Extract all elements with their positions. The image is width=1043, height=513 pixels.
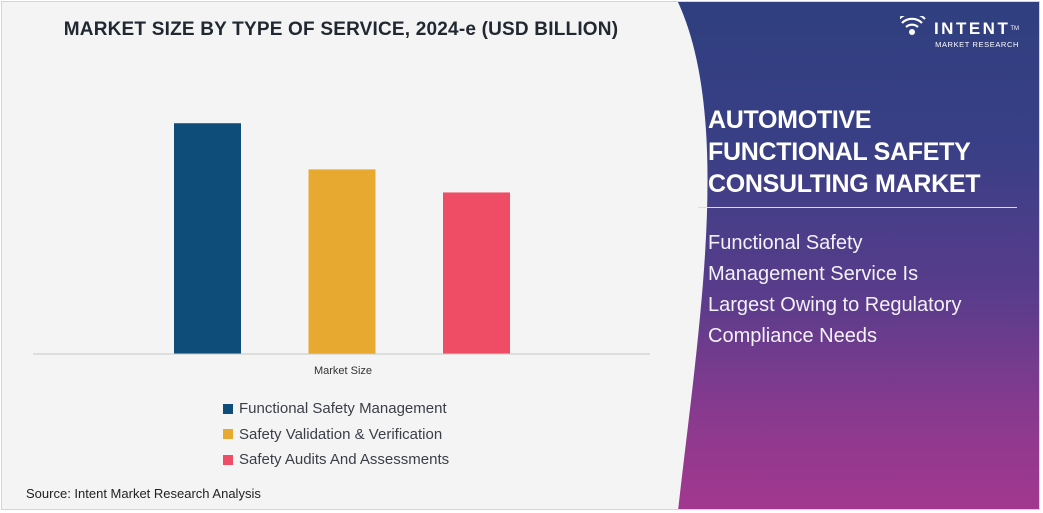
legend-swatch xyxy=(223,403,233,414)
bar-chart: Market Size xyxy=(33,123,650,377)
chart-title: MARKET SIZE BY TYPE OF SERVICE, 2024-e (… xyxy=(63,19,619,40)
source-note: Source: Intent Market Research Analysis xyxy=(26,486,261,501)
insight-line: Functional Safety xyxy=(708,232,863,254)
bar-safety-audits-and-assessments xyxy=(443,192,510,354)
legend-label: Functional Safety Management xyxy=(239,400,447,418)
bar-functional-safety-management xyxy=(174,123,241,354)
wifi-signal-icon xyxy=(899,16,926,35)
bar-safety-validation-verification xyxy=(308,169,376,354)
logo-subtitle: MARKET RESEARCH xyxy=(935,40,1019,49)
legend-swatch xyxy=(223,454,233,465)
key-insight: Functional Safety Management Service Is … xyxy=(708,228,1018,352)
report-title-line: FUNCTIONAL SAFETY xyxy=(708,138,971,166)
chart-legend: Functional Safety Management Safety Vali… xyxy=(223,396,449,473)
bars-layer xyxy=(174,123,510,354)
legend-swatch xyxy=(223,429,233,440)
logo-trademark: TM xyxy=(1010,26,1019,32)
legend-item-functional-safety-management: Functional Safety Management xyxy=(223,396,449,422)
insight-line: Compliance Needs xyxy=(708,325,877,347)
report-title-line: CONSULTING MARKET xyxy=(708,170,981,198)
report-title-line: AUTOMOTIVE xyxy=(708,106,872,134)
legend-item-safety-audits-assessments: Safety Audits And Assessments xyxy=(223,447,449,473)
x-axis-label: Market Size xyxy=(314,365,372,377)
chart-panel: MARKET SIZE BY TYPE OF SERVICE, 2024-e (… xyxy=(2,2,680,509)
divider-line xyxy=(698,207,1017,208)
logo-brand: INTENT xyxy=(933,19,1011,38)
report-title: AUTOMOTIVE FUNCTIONAL SAFETY CONSULTING … xyxy=(708,104,1028,200)
insight-line: Largest Owing to Regulatory xyxy=(708,294,962,316)
report-summary-panel: INTENT TM MARKET RESEARCH AUTOMOTIVE FUN… xyxy=(678,2,1039,509)
decorative-curve xyxy=(678,2,708,509)
legend-label: Safety Audits And Assessments xyxy=(239,451,450,469)
legend-item-safety-validation-verification: Safety Validation & Verification xyxy=(223,422,449,448)
legend-label: Safety Validation & Verification xyxy=(239,425,443,443)
brand-logo: INTENT TM MARKET RESEARCH xyxy=(899,16,1019,49)
insight-line: Management Service Is xyxy=(708,263,919,285)
